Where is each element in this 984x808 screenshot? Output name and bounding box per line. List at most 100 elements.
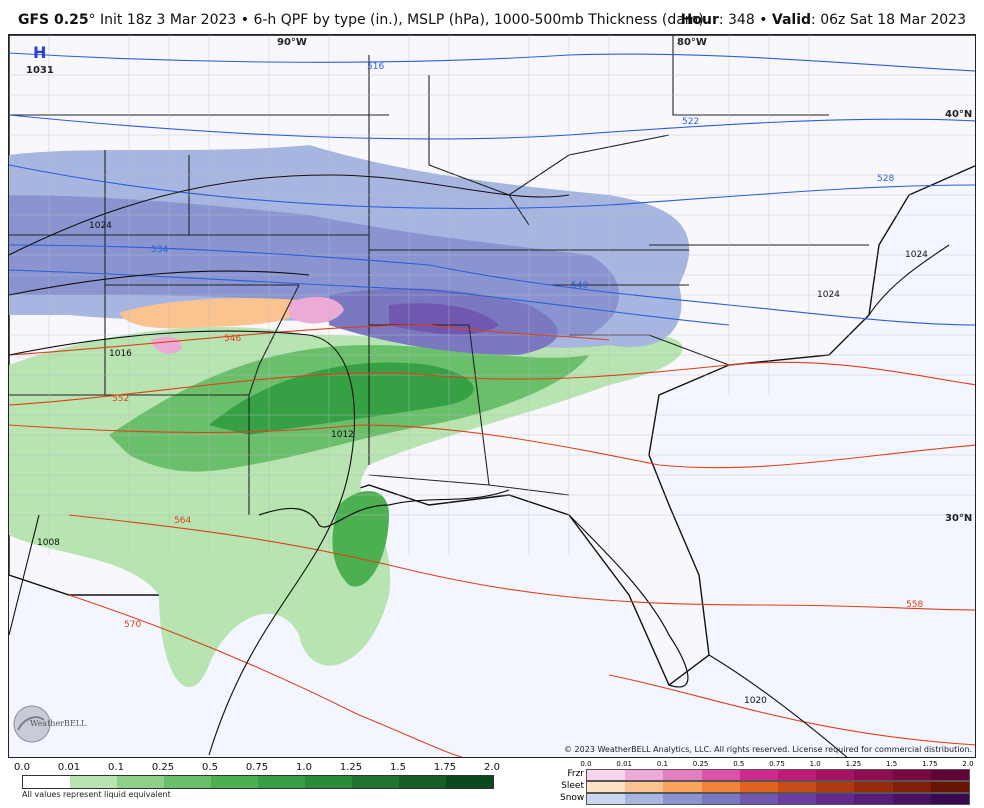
model-name: GFS 0.25 [18, 12, 89, 28]
legend-tick: 0.01 [616, 760, 632, 768]
snow-max [389, 303, 499, 335]
frzr-area [289, 296, 344, 324]
weather-map: 516 522 534 540 528 546 552 558 564 570 … [8, 34, 976, 758]
hour-value: : 348 • [718, 12, 772, 28]
isobar-label-1024: 1024 [89, 221, 112, 231]
legend-tick: 0.75 [245, 762, 269, 773]
legend-swatch [778, 782, 817, 792]
copyright-notice: © 2023 WeatherBELL Analytics, LLC. All r… [564, 745, 972, 754]
legend-swatch [930, 782, 970, 792]
legend-swatch [739, 770, 779, 780]
legend-swatch [117, 776, 164, 788]
sleet-area [119, 298, 302, 329]
latitude-30-label: 30°N [945, 513, 973, 524]
legend-tick: 0.1 [656, 760, 668, 768]
contour-label-564: 564 [174, 516, 191, 526]
legend-tick: 0.25 [692, 760, 709, 768]
legend-tick: 0.25 [151, 762, 175, 773]
map-description: Init 18z 3 Mar 2023 • 6-h QPF by type (i… [95, 12, 704, 28]
longitude-80-label: 80°W [677, 37, 707, 48]
legend-swatch [854, 770, 893, 780]
isobar-label-1016: 1016 [109, 349, 132, 359]
legend-swatch [663, 794, 702, 804]
legend-tick: 1.75 [433, 762, 457, 773]
legend-swatch [739, 782, 779, 792]
legend-swatch [892, 794, 931, 804]
forecast-time: Hour: 348 • Valid: 06z Sat 18 Mar 2023 [680, 12, 966, 28]
qpf-color-bar [22, 775, 494, 789]
weatherbell-logo: WeatherBELL [13, 705, 87, 743]
high-pressure-value: 1031 [26, 65, 54, 76]
svg-text:WeatherBELL: WeatherBELL [30, 719, 87, 728]
latitude-40-label: 40°N [945, 109, 973, 120]
sleet-label: Sleet [561, 781, 584, 791]
legend-swatch [70, 776, 117, 788]
legend-tick: 2.0 [962, 760, 974, 768]
legend-swatch [892, 782, 931, 792]
isobar-label-1008: 1008 [37, 538, 60, 548]
thickness-cold-contours [9, 52, 975, 326]
legend-swatch [625, 770, 664, 780]
legend-tick: 0.01 [57, 762, 81, 773]
contour-label-516: 516 [367, 62, 384, 72]
frzr-color-bar [586, 769, 970, 781]
sleet-color-bar [586, 781, 970, 793]
legend-tick: 0.75 [769, 760, 785, 768]
isobar-label-1024-coast: 1024 [817, 290, 840, 300]
contour-label-534: 534 [151, 245, 168, 255]
legend-tick: 2.0 [484, 762, 500, 773]
qpf-note: All values represent liquid equivalent [22, 790, 171, 799]
legend-swatch [23, 776, 70, 788]
legend-swatch [701, 794, 740, 804]
legend-swatch [778, 770, 817, 780]
legend-swatch [587, 782, 626, 792]
legend-tick: 1.25 [339, 762, 363, 773]
isobar-label-1012: 1012 [331, 430, 354, 440]
legend-swatch [352, 776, 399, 788]
contour-label-552: 552 [112, 394, 129, 404]
legend-tick: 0.0 [14, 762, 30, 773]
isobar-label-1020: 1020 [744, 696, 767, 706]
legend-swatch [164, 776, 211, 788]
map-header: GFS 0.25° Init 18z 3 Mar 2023 • 6-h QPF … [0, 0, 984, 34]
legend-swatch [892, 770, 931, 780]
legend-swatch [816, 770, 855, 780]
contour-label-558: 558 [906, 600, 923, 610]
legend-swatch [816, 794, 855, 804]
contour-label-546: 546 [224, 334, 241, 344]
legend-swatch [816, 782, 855, 792]
legend-swatch [587, 794, 626, 804]
contour-label-570: 570 [124, 620, 141, 630]
legend-tick: 0.0 [580, 760, 592, 768]
legend-swatch [701, 770, 740, 780]
isobars [9, 174, 950, 757]
longitude-90-label: 90°W [277, 37, 307, 48]
contour-label-522: 522 [682, 117, 699, 127]
contour-label-528: 528 [877, 174, 894, 184]
legend-tick: 1.5 [886, 760, 898, 768]
legend-swatch [739, 794, 779, 804]
legend: 0.0 0.01 0.1 0.25 0.5 0.75 1.0 1.25 1.5 1.75 2.0 A… [0, 758, 984, 808]
legend-tick: 1.0 [296, 762, 312, 773]
legend-tick: 1.25 [845, 760, 862, 768]
snow-label: Snow [560, 793, 585, 803]
map-title: GFS 0.25° Init 18z 3 Mar 2023 • 6-h QPF … [18, 12, 704, 28]
legend-swatch [701, 782, 740, 792]
legend-swatch [446, 776, 493, 788]
rain-heavy [209, 362, 474, 435]
snow-color-bar [586, 793, 970, 805]
legend-swatch [211, 776, 258, 788]
legend-tick: 0.5 [733, 760, 745, 768]
isobar-label-1024-east: 1024 [905, 250, 928, 260]
legend-swatch [854, 782, 893, 792]
legend-swatch [625, 782, 664, 792]
legend-swatch [663, 782, 702, 792]
legend-swatch [930, 794, 970, 804]
legend-swatch [930, 770, 970, 780]
legend-tick: 0.1 [108, 762, 124, 773]
legend-tick: 0.5 [202, 762, 218, 773]
legend-tick: 1.75 [922, 760, 938, 768]
florida-coastline [568, 514, 689, 688]
legend-swatch [663, 770, 702, 780]
map-canvas: 516 522 534 540 528 546 552 558 564 570 … [9, 35, 975, 757]
